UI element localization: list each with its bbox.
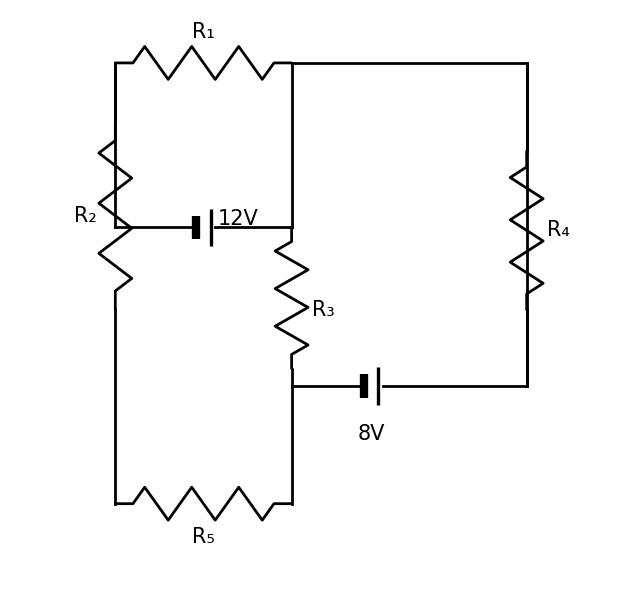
Text: R₅: R₅: [192, 527, 215, 547]
Text: 12V: 12V: [218, 209, 259, 229]
Text: R₁: R₁: [192, 23, 215, 42]
Text: 8V: 8V: [357, 424, 385, 445]
Text: R₄: R₄: [547, 221, 570, 240]
Text: R₃: R₃: [312, 300, 335, 319]
Text: R₂: R₂: [74, 206, 98, 226]
